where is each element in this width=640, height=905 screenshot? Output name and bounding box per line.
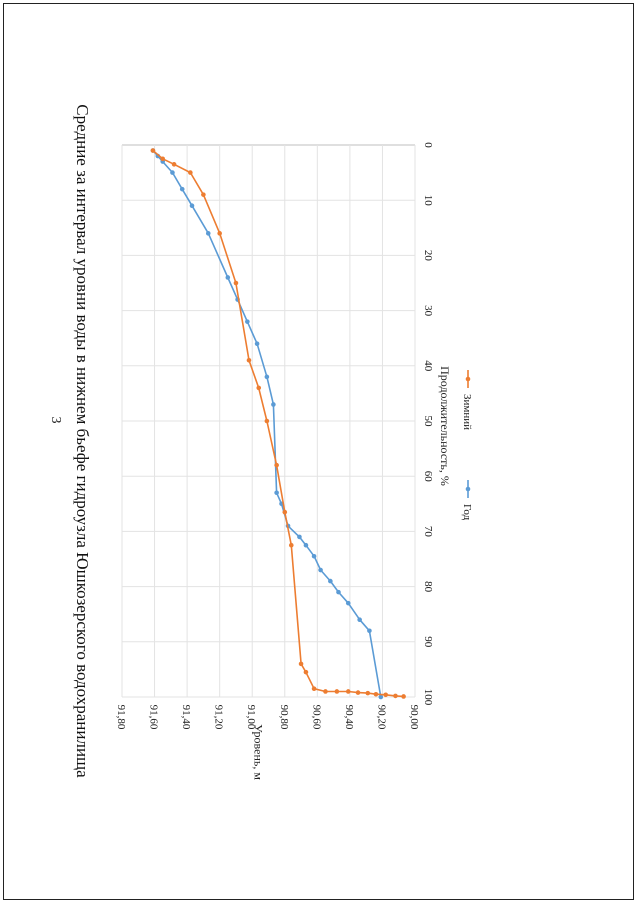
x-tick-label: 100 — [422, 689, 434, 706]
x-tick-label: 0 — [422, 142, 434, 148]
data-point — [271, 402, 276, 407]
data-point — [233, 280, 239, 286]
y-tick-label: 90,00 — [408, 705, 420, 730]
y-tick-label: 90,60 — [310, 705, 322, 730]
x-tick-label: 80 — [422, 581, 434, 593]
x-tick-label: 90 — [422, 636, 434, 648]
data-point — [365, 690, 371, 696]
data-point — [336, 589, 341, 595]
data-point — [246, 357, 252, 363]
data-point — [328, 578, 333, 584]
y-tick-label: 91,60 — [148, 705, 160, 730]
y-axis-title: Уровень, м — [252, 724, 266, 780]
legend-label: Зимний — [461, 394, 473, 430]
y-tick-label: 90,80 — [278, 705, 290, 730]
data-point — [201, 192, 206, 197]
x-tick-label: 50 — [422, 416, 434, 428]
data-point — [225, 275, 231, 280]
data-point — [264, 374, 270, 380]
data-point — [393, 693, 398, 699]
chart-title: Средние за интервал уровни воды в нижнем… — [73, 104, 92, 778]
data-point — [334, 689, 340, 694]
legend-swatch-marker — [465, 376, 471, 382]
data-point — [303, 669, 309, 675]
legend-swatch-marker — [465, 486, 471, 492]
data-point — [170, 170, 175, 175]
x-axis-title: Продолжительность, % — [438, 366, 452, 486]
y-tick-label: 90,40 — [343, 705, 355, 730]
data-point — [171, 162, 177, 167]
x-tick-label: 30 — [422, 305, 434, 317]
data-point — [303, 542, 309, 548]
data-point — [282, 509, 288, 515]
data-point — [323, 689, 328, 694]
data-point — [298, 661, 304, 667]
scan-border — [3, 3, 634, 900]
y-tick-label: 91,80 — [115, 705, 127, 730]
x-tick-label: 60 — [422, 471, 434, 483]
x-tick-label: 10 — [422, 195, 434, 207]
x-tick-label: 40 — [422, 360, 434, 372]
data-point — [378, 694, 384, 700]
data-point — [367, 628, 372, 634]
data-point — [288, 542, 294, 548]
data-point — [245, 319, 250, 324]
data-point — [383, 692, 389, 698]
data-point — [264, 418, 270, 424]
y-tick-label: 91,40 — [180, 705, 192, 730]
y-tick-label: 90,20 — [375, 705, 387, 730]
data-point — [311, 553, 317, 559]
data-point — [345, 600, 351, 606]
data-point — [311, 686, 317, 692]
data-point — [179, 186, 185, 192]
data-point — [189, 203, 195, 209]
data-point — [217, 231, 222, 236]
data-point — [318, 567, 323, 573]
data-point — [373, 691, 379, 697]
data-point — [188, 170, 193, 175]
data-point — [297, 534, 302, 540]
legend-label: Год — [461, 504, 473, 521]
series-line — [152, 149, 404, 698]
data-point — [205, 231, 211, 236]
data-point — [256, 385, 262, 391]
data-point — [150, 148, 156, 153]
data-point — [274, 490, 279, 496]
data-point — [160, 156, 165, 162]
data-point — [355, 690, 361, 695]
data-point — [357, 617, 362, 623]
data-point — [254, 341, 260, 347]
y-tick-label: 91,00 — [245, 705, 257, 730]
x-tick-label: 20 — [422, 250, 434, 262]
data-point — [274, 462, 279, 468]
y-tick-label: 91,20 — [213, 705, 225, 730]
x-tick-label: 70 — [422, 526, 434, 538]
data-point — [401, 694, 406, 699]
data-point — [345, 689, 351, 694]
